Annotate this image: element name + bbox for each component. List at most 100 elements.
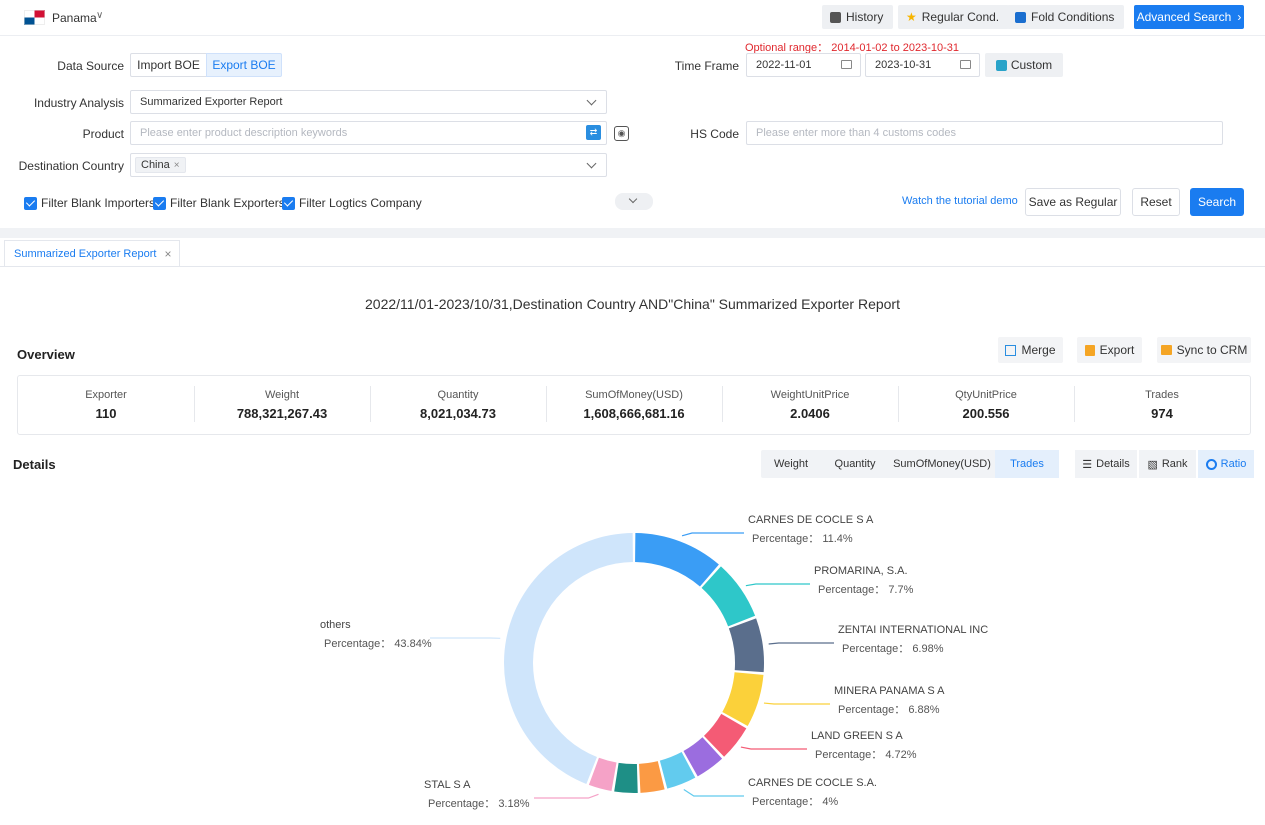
date-from-field[interactable]: 2022-11-01 [746,53,861,77]
tab-weight[interactable]: Weight [773,458,809,470]
donut-slice[interactable] [639,761,665,793]
regular-cond-button[interactable]: ★ Regular Cond. [898,5,1010,29]
stat-weight-unit-price: WeightUnitPrice 2.0406 [722,376,898,434]
stat-weight: Weight 788,321,267.43 [194,376,370,434]
destination-tag: China × [135,157,186,173]
label-leader-line [768,642,834,645]
overview-heading: Overview [17,347,75,362]
tab-details-view[interactable]: ☰ Details [1075,450,1137,478]
stat-trades: Trades 974 [1074,376,1250,434]
tab-quantity[interactable]: Quantity [834,458,876,470]
slice-percentage-label: Percentage： 3.18% [428,798,530,810]
donut-slice[interactable] [683,737,723,777]
checkbox-checked-icon [153,196,166,210]
slice-name-label: others [320,619,351,631]
filter-logistics-checkbox[interactable]: Filter Logtics Company [282,196,422,210]
tab-rank-view[interactable]: ▧ Rank [1139,450,1196,478]
slice-name-label: ZENTAI INTERNATIONAL INC [838,624,988,636]
slice-percentage-label: Percentage： 7.7% [818,584,914,596]
donut-slice[interactable] [722,672,764,727]
label-leader-line [745,583,810,587]
slice-percentage-label: Percentage： 6.98% [842,643,944,655]
destination-country-select[interactable]: China × [130,153,607,177]
slice-percentage-label: Percentage： 4.72% [815,749,917,761]
destination-country-label: Destination Country [18,159,124,173]
advanced-search-button[interactable]: Advanced Search › [1134,5,1244,29]
country-selector[interactable]: Panama [52,11,97,25]
calendar-icon [960,60,971,69]
slice-name-label: CARNES DE COCLE S.A. [748,777,877,789]
donut-slice[interactable] [701,566,756,627]
donut-slice[interactable] [635,533,719,587]
close-icon[interactable]: × [164,246,172,261]
slice-name-label: MINERA PANAMA S A [834,685,945,697]
overview-stats: Exporter 110 Weight 788,321,267.43 Quantit… [17,375,1251,435]
close-icon[interactable]: × [173,159,180,171]
donut-slice[interactable] [728,618,764,673]
donut-slice[interactable] [703,713,747,757]
product-input[interactable]: Please enter product description keyword… [130,121,607,145]
tab-summarized-exporter-report[interactable]: Summarized Exporter Report × [4,240,181,266]
table-icon: ☰ [1082,458,1093,471]
data-source-label: Data Source [57,59,124,73]
tab-sum-of-money[interactable]: SumOfMoney(USD) [893,458,991,470]
keyword-helper-icon[interactable]: ◉ [614,126,629,141]
label-leader-line [681,532,744,537]
filter-blank-exporters-checkbox[interactable]: Filter Blank Exporters [153,196,285,210]
date-to-field[interactable]: 2023-10-31 [865,53,980,77]
import-boe-option[interactable]: Import BOE [130,53,207,77]
donut-slice[interactable] [503,533,633,784]
stat-sum-of-money: SumOfMoney(USD) 1,608,666,681.16 [546,376,722,434]
tab-trades[interactable]: Trades [995,450,1059,478]
chevron-down-icon [586,95,597,106]
label-leader-line [683,789,744,797]
stat-quantity: Quantity 8,021,034.73 [370,376,546,434]
fold-conditions-button[interactable]: Fold Conditions [1007,5,1125,29]
donut-slice[interactable] [588,757,617,792]
tab-ratio-view[interactable]: Ratio [1198,450,1254,478]
panama-flag-icon [24,10,45,25]
checkbox-checked-icon [282,196,295,210]
chevron-down-icon [628,194,638,204]
donut-slice[interactable] [659,752,696,789]
optional-range-note: Optional range： 2014-01-02 to 2023-10-31 [745,42,960,54]
industry-analysis-select[interactable]: Summarized Exporter Report [130,90,607,114]
donut-icon [1205,458,1217,470]
label-leader-line [740,746,807,750]
checkbox-checked-icon [24,196,37,210]
save-as-regular-button[interactable]: Save as Regular [1025,188,1121,216]
slice-percentage-label: Percentage： 43.84% [324,638,432,650]
fold-icon [1015,11,1026,23]
slice-name-label: PROMARINA, S.A. [814,565,908,577]
search-button[interactable]: Search [1190,188,1244,216]
custom-icon [995,59,1007,71]
details-heading: Details [13,457,56,472]
hs-code-label: HS Code [690,127,739,141]
sync-to-crm-button[interactable]: Sync to CRM [1157,337,1251,363]
star-icon: ★ [906,10,917,24]
merge-button[interactable]: Merge [998,337,1063,363]
donut-slice[interactable] [614,762,638,793]
chevron-down-icon [586,158,597,169]
hs-code-input[interactable]: Please enter more than 4 customs codes [746,121,1223,145]
calendar-icon [841,60,852,69]
reset-button[interactable]: Reset [1132,188,1180,216]
expand-toggle[interactable] [615,193,653,210]
metric-tabs: Weight Quantity SumOfMoney(USD) Trades [761,450,1059,478]
slice-percentage-label: Percentage： 6.88% [838,704,940,716]
report-panel: Summarized Exporter Report × 2022/11/01-… [0,238,1265,825]
slice-name-label: CARNES DE COCLE S A [748,514,874,526]
custom-button[interactable]: Custom [985,53,1063,77]
merge-icon [1005,344,1017,356]
sync-icon [1160,345,1172,355]
tab-divider [0,266,1265,267]
tutorial-link[interactable]: Watch the tutorial demo [902,195,1018,207]
filter-blank-importers-checkbox[interactable]: Filter Blank Importers [24,196,155,210]
translate-icon[interactable]: ⇄ [586,125,601,140]
chevron-down-icon[interactable]: ∨ [96,10,104,21]
view-tabs: ☰ Details ▧ Rank Ratio [1075,450,1254,478]
export-button[interactable]: Export [1077,337,1142,363]
export-boe-option[interactable]: Export BOE [206,53,282,77]
bar-chart-icon: ▧ [1147,458,1158,471]
history-button[interactable]: History [822,5,894,29]
